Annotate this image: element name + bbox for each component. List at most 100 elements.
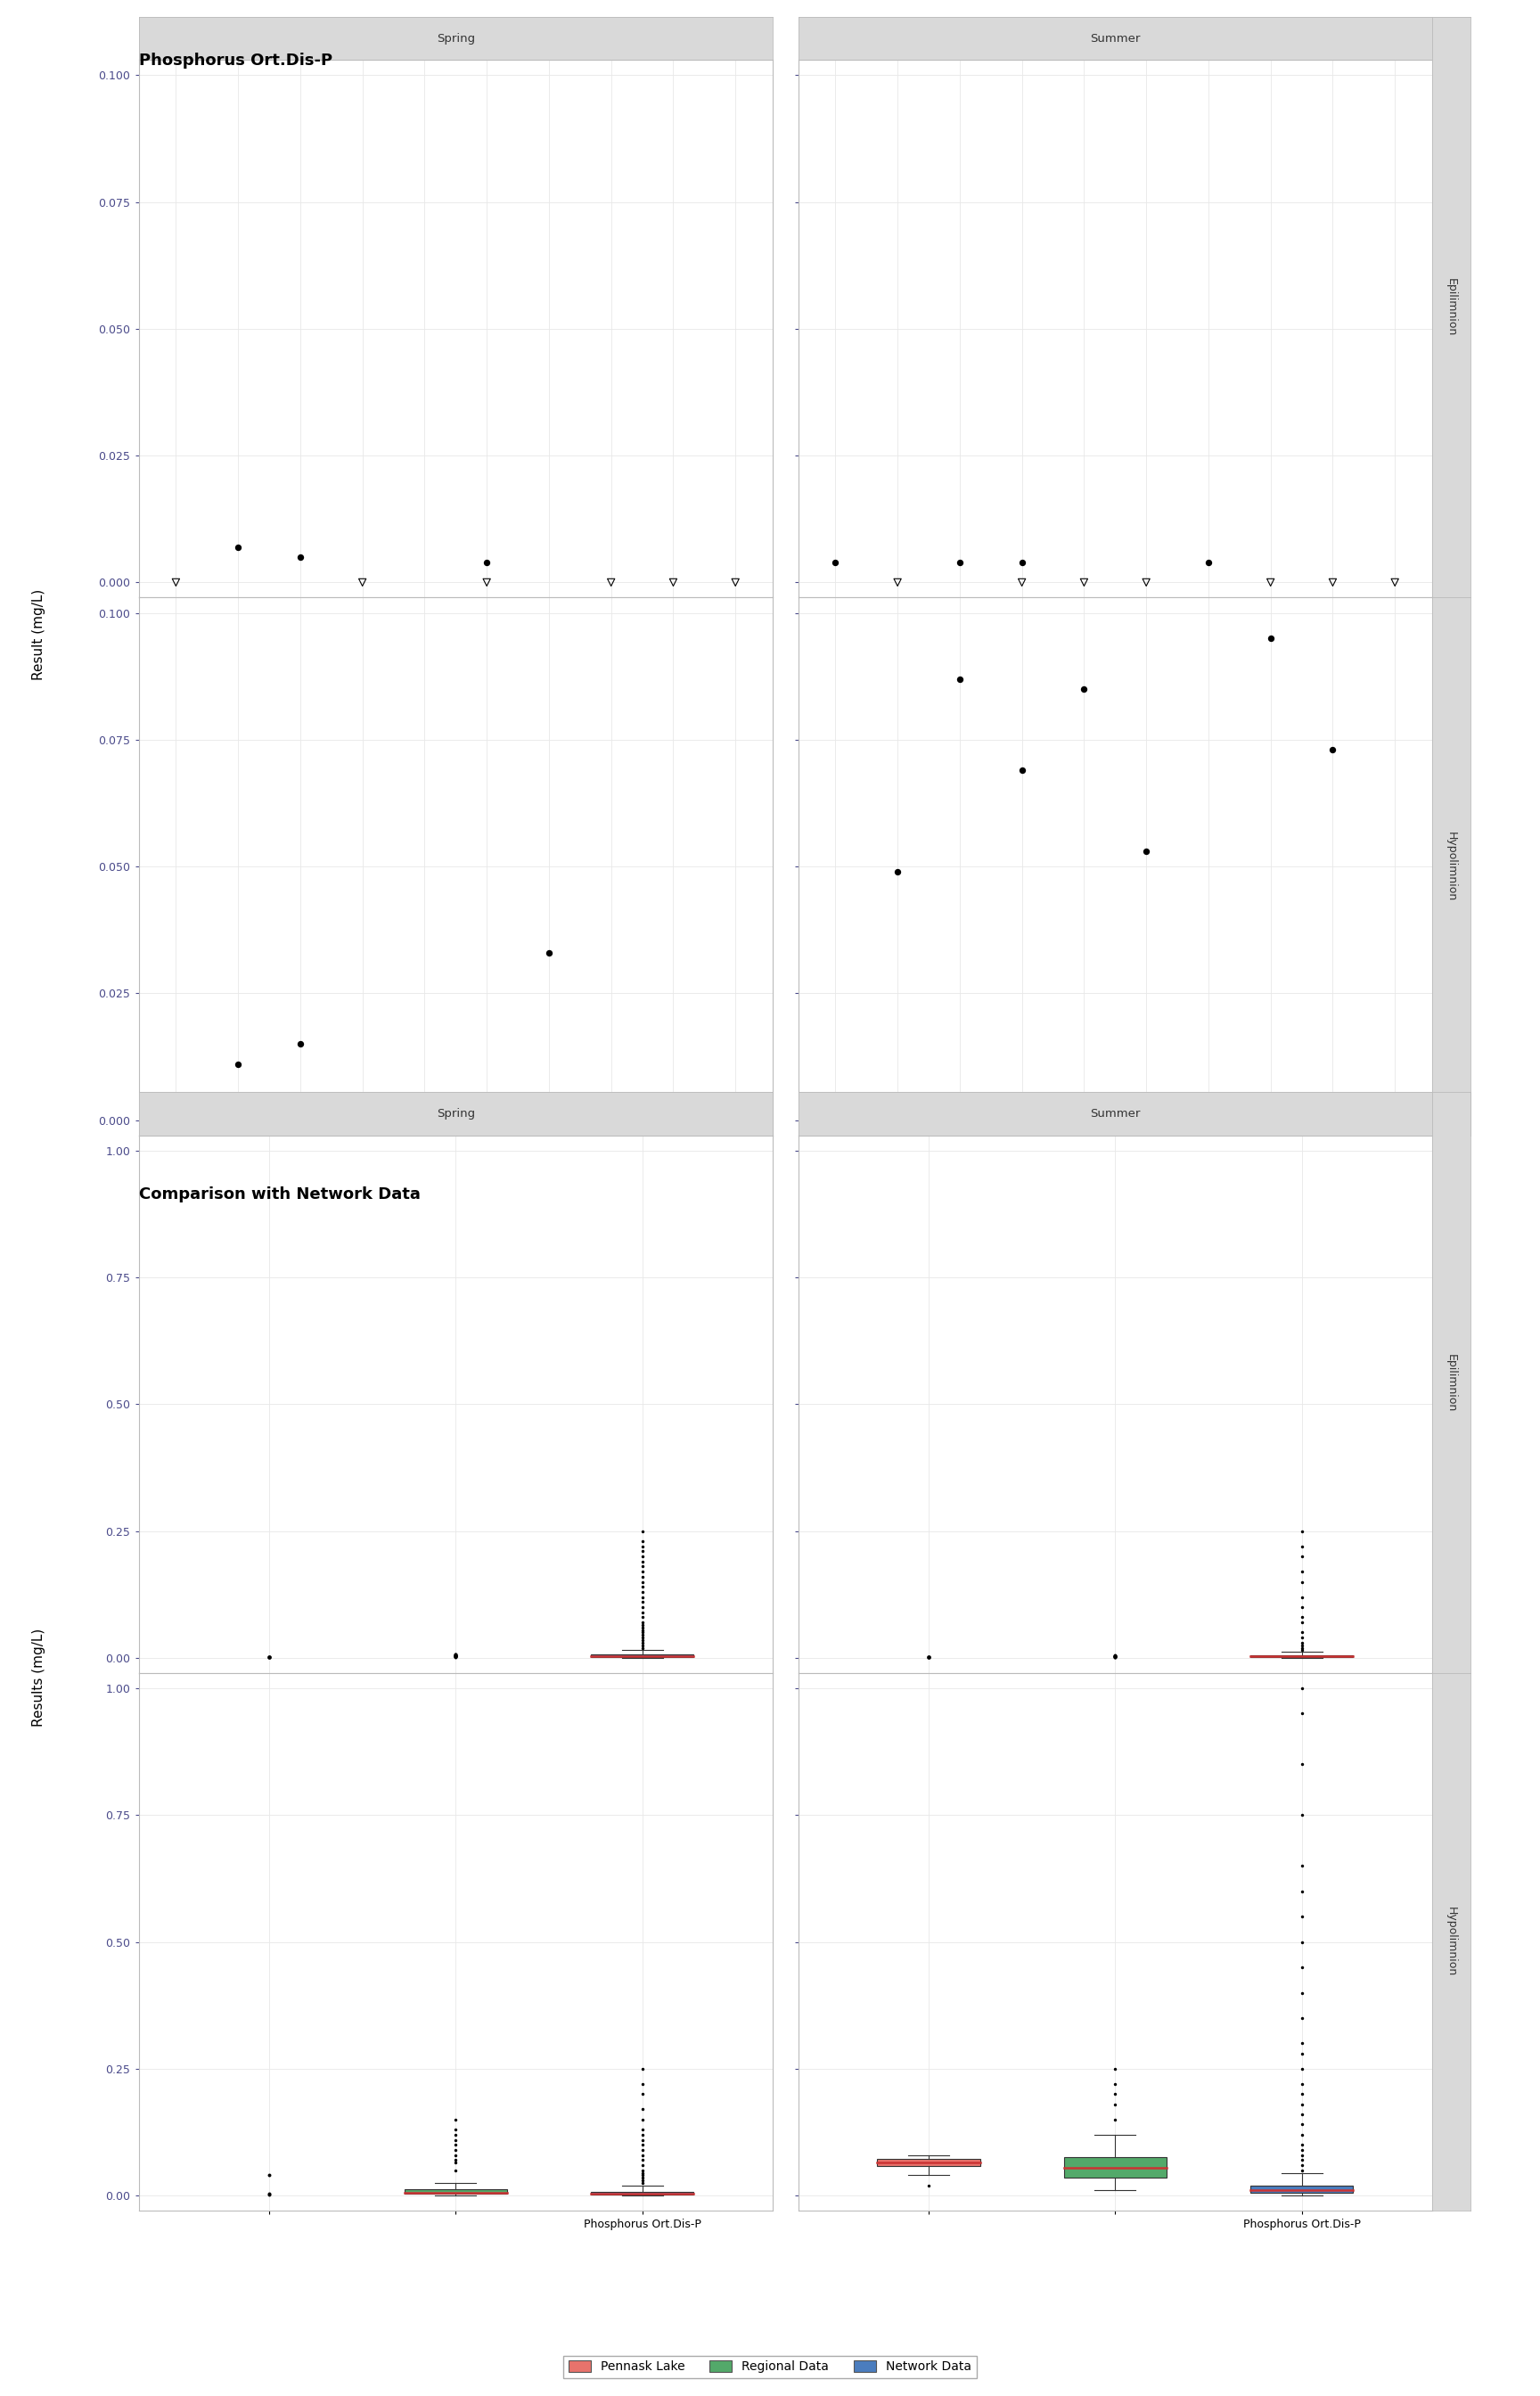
Point (630, 2154, 654, 2192)
Point (1289, 2094, 1314, 2132)
Point (1197, 544, 1221, 582)
Point (444, 2142, 468, 2180)
Point (630, 1589, 654, 1627)
Point (630, 2101, 654, 2140)
Point (350, 1100, 374, 1138)
Point (1103, 2049, 1127, 2087)
Point (474, 544, 499, 582)
Point (630, 2147, 654, 2185)
Point (1289, 2142, 1314, 2180)
Point (444, 2152, 468, 2190)
Point (444, 1636, 468, 1675)
Point (163, 1085, 188, 1124)
Point (1289, 1613, 1314, 1651)
Point (630, 2164, 654, 2202)
Point (1103, 1636, 1127, 1675)
Point (1320, 563, 1344, 601)
Text: Comparison with Network Data: Comparison with Network Data (139, 1186, 420, 1203)
Point (1289, 2116, 1314, 2154)
Point (1010, 563, 1035, 601)
Point (1103, 1636, 1127, 1675)
Point (630, 1593, 654, 1632)
Point (444, 1636, 468, 1675)
Point (1258, 618, 1283, 657)
Point (630, 1627, 654, 1665)
Point (1289, 2106, 1314, 2144)
Point (444, 1634, 468, 1672)
Point (1103, 1636, 1127, 1675)
Point (1289, 1624, 1314, 1663)
Point (1289, 1922, 1314, 1960)
Point (1289, 2125, 1314, 2164)
Point (444, 2135, 468, 2173)
Point (630, 1579, 654, 1617)
Point (1103, 1636, 1127, 1675)
Point (1289, 2025, 1314, 2063)
Point (1289, 1562, 1314, 1601)
Point (1289, 1589, 1314, 1627)
Point (1320, 731, 1344, 769)
Point (1289, 1603, 1314, 1641)
Point (630, 1538, 654, 1577)
Point (630, 2075, 654, 2113)
Point (630, 2142, 654, 2180)
Point (630, 2159, 654, 2197)
Point (1289, 1694, 1314, 1732)
Point (536, 934, 561, 973)
Bar (1064, 2156, 1166, 2178)
Point (630, 1553, 654, 1591)
Point (916, 2166, 941, 2204)
Bar (591, 2192, 693, 2195)
Text: Result (mg/L): Result (mg/L) (32, 589, 45, 680)
Point (630, 2135, 654, 2173)
Point (1289, 1632, 1314, 1670)
Point (630, 2120, 654, 2159)
Point (1289, 1512, 1314, 1550)
Point (1258, 563, 1283, 601)
Point (288, 1025, 313, 1064)
Point (1010, 544, 1035, 582)
Point (630, 1610, 654, 1648)
Point (226, 527, 251, 565)
Point (630, 2152, 654, 2190)
Point (630, 1605, 654, 1644)
Point (630, 1557, 654, 1596)
Point (630, 1617, 654, 1656)
Point (1289, 2135, 1314, 2173)
Point (1289, 1538, 1314, 1577)
Point (630, 2116, 654, 2154)
Point (1103, 2101, 1127, 2140)
Point (1289, 1948, 1314, 1986)
Point (1103, 1636, 1127, 1675)
Point (1072, 671, 1096, 709)
Point (444, 2111, 468, 2149)
Point (257, 1636, 282, 1675)
Point (822, 1100, 847, 1138)
Point (444, 2101, 468, 2140)
Point (630, 2125, 654, 2164)
Point (630, 1521, 654, 1560)
Point (630, 1622, 654, 1660)
Point (444, 1636, 468, 1675)
Bar (878, 2159, 979, 2166)
Point (630, 2089, 654, 2128)
Point (1103, 2065, 1127, 2104)
Point (257, 2176, 282, 2214)
Point (163, 563, 188, 601)
Point (444, 1636, 468, 1675)
Point (1072, 563, 1096, 601)
Point (630, 1572, 654, 1610)
Point (474, 563, 499, 601)
Point (661, 1100, 685, 1138)
Point (1383, 563, 1408, 601)
Text: Results (mg/L): Results (mg/L) (32, 1627, 45, 1728)
Point (444, 2120, 468, 2159)
Point (822, 544, 847, 582)
Point (444, 1636, 468, 1675)
Point (1289, 2075, 1314, 2113)
Point (444, 1636, 468, 1675)
Point (630, 1613, 654, 1651)
Point (413, 1085, 437, 1124)
Point (947, 544, 972, 582)
Point (885, 563, 910, 601)
